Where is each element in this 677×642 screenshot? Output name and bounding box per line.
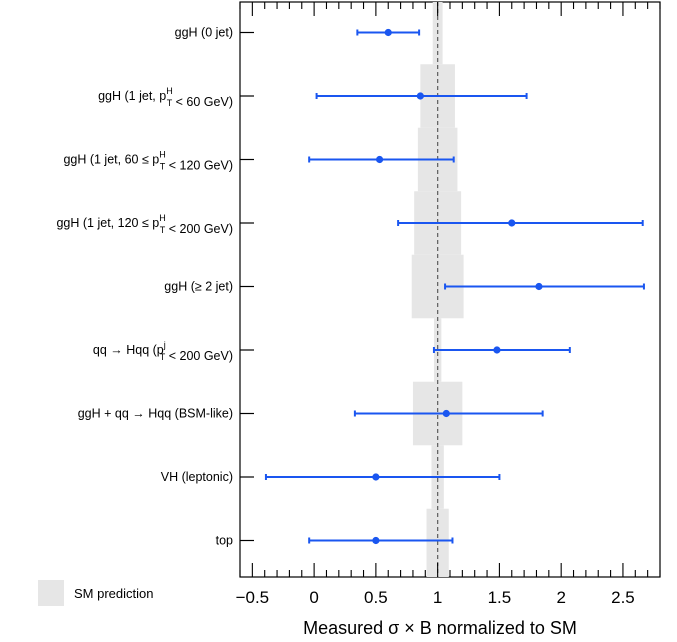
data-point — [442, 409, 450, 418]
x-tick-label: 2 — [556, 588, 565, 607]
category-label: ggH (1 jet, 120 ≤ pH T < 200 GeV) — [56, 213, 233, 236]
category-label: ggH (0 jet) — [175, 26, 233, 40]
category-label: VH (leptonic) — [161, 470, 233, 484]
x-tick-label: −0.5 — [236, 588, 270, 607]
data-point — [384, 28, 392, 37]
category-label: ggH + qq → Hqq (BSM-like) — [78, 407, 233, 421]
category-label: top — [216, 534, 233, 548]
x-tick-label: 0.5 — [364, 588, 388, 607]
x-tick-label: 1.5 — [488, 588, 512, 607]
legend-swatch — [38, 580, 64, 606]
category-label: ggH (≥ 2 jet) — [164, 280, 233, 294]
data-point — [375, 155, 384, 164]
x-tick-label: 1 — [433, 588, 442, 607]
x-tick-label: 0 — [309, 588, 318, 607]
data-point — [372, 536, 380, 545]
data-point — [372, 473, 380, 481]
category-label: ggH (1 jet, pH T < 60 GeV) — [98, 86, 233, 109]
legend-label: SM prediction — [74, 586, 153, 601]
data-point — [416, 92, 424, 100]
category-label: qq → Hqq (pj T < 200 GeV) — [93, 340, 233, 363]
category-label: ggH (1 jet, 60 ≤ pH T < 120 GeV) — [63, 150, 233, 173]
x-tick-label: 2.5 — [611, 588, 635, 607]
data-point — [508, 219, 516, 227]
data-point — [535, 282, 543, 291]
data-point — [493, 346, 501, 354]
x-axis-label: Measured σ × B normalized to SM — [303, 618, 577, 638]
